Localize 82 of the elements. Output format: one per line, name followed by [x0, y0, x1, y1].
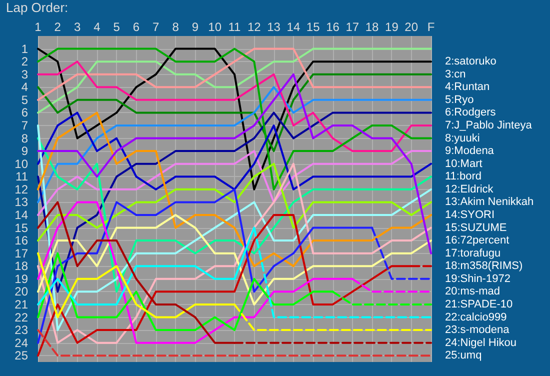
y-tick-label: 2 — [21, 54, 28, 69]
x-tick-label: 10 — [208, 20, 222, 34]
line-series — [37, 48, 432, 190]
line-series — [37, 162, 432, 344]
series-label: 6:Rodgers — [445, 106, 496, 119]
line-series — [37, 124, 432, 332]
x-tick-label: F — [427, 20, 435, 34]
y-tick-label: 9 — [21, 144, 28, 158]
x-tick-label: 14 — [286, 20, 300, 34]
x-tick-label: 20 — [404, 20, 418, 34]
y-tick-label: 23 — [14, 323, 28, 338]
line-series — [37, 214, 432, 306]
series-label: 24:Nigel Hikou — [445, 336, 517, 349]
y-tick-label: 10 — [14, 156, 28, 171]
x-tick-label: 11 — [228, 20, 242, 34]
series-label: 22:calcio999 — [445, 311, 507, 324]
series-label: 8:yuuki — [445, 132, 480, 144]
x-tick-label: 1 — [34, 20, 42, 34]
series-label: 21:SPADE-10 — [445, 298, 513, 310]
line-series — [37, 150, 432, 216]
y-tick-label: 24 — [14, 336, 28, 350]
y-tick-label: 20 — [14, 284, 28, 299]
x-tick-label: 16 — [326, 20, 340, 34]
series-label: 18:m358(RIMS) — [445, 260, 523, 272]
series-label: 9:Modena — [445, 145, 495, 158]
y-tick-label: 16 — [14, 234, 28, 248]
x-tick-label: 15 — [306, 20, 320, 34]
y-tick-label: 5 — [21, 92, 28, 107]
line-series — [37, 48, 432, 101]
series-label: 5:Ryo — [445, 94, 474, 106]
x-tick-label: 17 — [346, 20, 360, 34]
series-label: 3:cn — [445, 68, 466, 80]
y-tick-label: 1 — [21, 42, 28, 56]
series-label: 20:ms-mad — [445, 286, 500, 298]
y-tick-label: 19 — [14, 272, 28, 286]
y-tick-label: 13 — [14, 195, 28, 210]
line-series — [37, 48, 432, 114]
x-tick-label: 7 — [152, 20, 160, 34]
y-tick-label: 21 — [14, 297, 28, 312]
series-label: 7:J_Pablo Jinteya — [445, 119, 533, 132]
series-label: 13:Akim Nenikkah — [445, 196, 534, 208]
series-label: 17:torafugu — [445, 247, 501, 260]
y-tick-label: 8 — [21, 131, 28, 146]
series-label: 12:Eldrick — [445, 183, 494, 196]
x-tick-label: 18 — [365, 20, 380, 34]
y-tick-label: 12 — [14, 182, 28, 196]
series-label: 14:SYORI — [445, 208, 495, 221]
line-series — [37, 73, 432, 254]
x-tick-label: 6 — [132, 20, 140, 34]
series-label: 4:Runtan — [445, 81, 490, 94]
chart-title: Lap Order: — [6, 0, 68, 15]
series-label: 19:Shin-1972 — [445, 272, 510, 285]
x-tick-label: 19 — [385, 20, 399, 34]
x-tick-label: 3 — [74, 20, 81, 34]
y-tick-label: 18 — [14, 259, 28, 274]
series-label: 2:satoruko — [445, 56, 496, 68]
series-label: 25:umq — [445, 350, 482, 362]
y-tick-label: 25 — [14, 348, 28, 363]
x-tick-label: 5 — [113, 20, 120, 34]
series-label: 15:SUZUME — [445, 222, 507, 234]
y-tick-label: 4 — [21, 80, 28, 94]
y-tick-label: 7 — [21, 118, 28, 132]
series-label: 16:72percent — [445, 234, 510, 247]
series-label: 23:s-modena — [445, 324, 510, 336]
x-tick-label: 8 — [172, 20, 180, 34]
y-tick-label: 11 — [16, 170, 28, 184]
line-series — [37, 162, 432, 242]
x-tick-label: 9 — [192, 20, 199, 34]
line-series — [37, 112, 432, 190]
y-tick-label: 15 — [14, 220, 28, 235]
y-tick-label: 6 — [21, 106, 28, 120]
line-series — [37, 86, 432, 204]
x-tick-label: 13 — [267, 20, 281, 34]
series-label: 11:bord — [445, 170, 482, 183]
x-tick-label: 12 — [247, 20, 262, 34]
x-tick-label: 2 — [54, 20, 62, 34]
y-tick-label: 17 — [14, 246, 28, 260]
x-tick-label: 4 — [94, 20, 101, 34]
series-label: 10:Mart — [445, 158, 482, 170]
y-tick-label: 14 — [14, 208, 28, 222]
y-tick-label: 3 — [21, 67, 28, 82]
y-tick-label: 22 — [14, 310, 28, 324]
